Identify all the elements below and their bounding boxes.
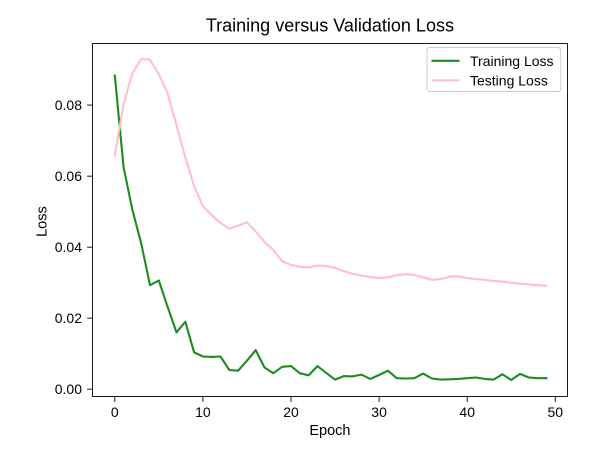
svg-text:0.04: 0.04 [55,239,82,255]
svg-text:Testing Loss: Testing Loss [470,73,548,89]
svg-text:30: 30 [371,404,387,420]
svg-text:40: 40 [459,404,475,420]
svg-text:Training versus Validation Los: Training versus Validation Loss [206,16,454,36]
svg-text:0.06: 0.06 [55,168,82,184]
svg-text:Loss: Loss [35,206,51,237]
svg-text:Training Loss: Training Loss [470,53,554,69]
svg-text:0.00: 0.00 [55,381,82,397]
svg-text:Epoch: Epoch [309,423,350,439]
svg-text:20: 20 [283,404,299,420]
svg-text:0.08: 0.08 [55,97,82,113]
svg-text:50: 50 [548,404,564,420]
svg-text:0.02: 0.02 [55,310,82,326]
svg-text:10: 10 [195,404,211,420]
svg-text:0: 0 [111,404,119,420]
